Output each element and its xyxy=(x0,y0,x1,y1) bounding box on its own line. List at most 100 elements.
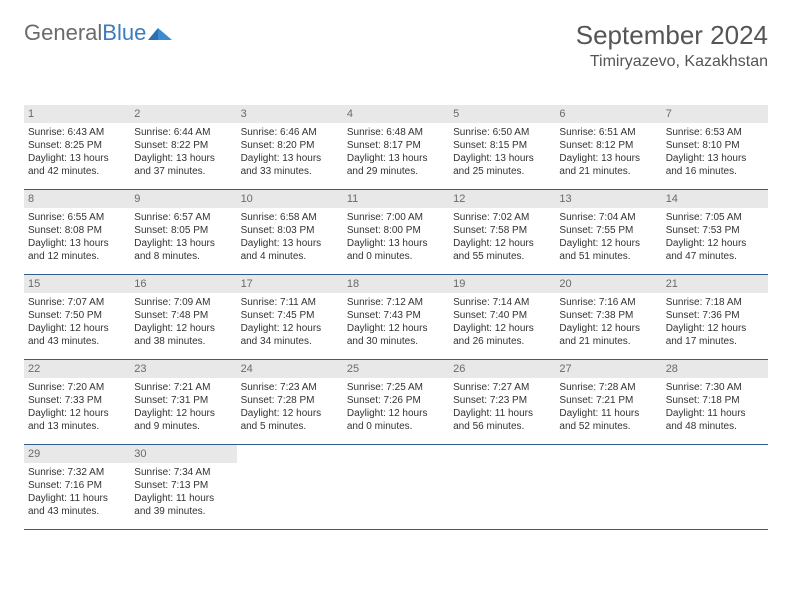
day-sunrise: Sunrise: 7:07 AM xyxy=(28,296,126,309)
day-day1: Daylight: 12 hours xyxy=(241,322,339,335)
day-cell: 20Sunrise: 7:16 AMSunset: 7:38 PMDayligh… xyxy=(555,275,661,359)
day-sunrise: Sunrise: 6:48 AM xyxy=(347,126,445,139)
day-sunrise: Sunrise: 7:02 AM xyxy=(453,211,551,224)
day-cell: 14Sunrise: 7:05 AMSunset: 7:53 PMDayligh… xyxy=(662,190,768,274)
weekday-monday: Monday xyxy=(130,83,236,105)
day-body: Sunrise: 6:44 AMSunset: 8:22 PMDaylight:… xyxy=(130,123,236,182)
day-day1: Daylight: 11 hours xyxy=(28,492,126,505)
day-day1: Daylight: 12 hours xyxy=(559,322,657,335)
day-number: 19 xyxy=(449,275,555,293)
day-sunrise: Sunrise: 7:11 AM xyxy=(241,296,339,309)
day-cell xyxy=(662,445,768,529)
day-sunset: Sunset: 7:21 PM xyxy=(559,394,657,407)
day-body: Sunrise: 7:11 AMSunset: 7:45 PMDaylight:… xyxy=(237,293,343,352)
week-row: 22Sunrise: 7:20 AMSunset: 7:33 PMDayligh… xyxy=(24,360,768,445)
day-cell xyxy=(237,445,343,529)
day-day2: and 5 minutes. xyxy=(241,420,339,433)
day-day2: and 21 minutes. xyxy=(559,335,657,348)
day-cell: 12Sunrise: 7:02 AMSunset: 7:58 PMDayligh… xyxy=(449,190,555,274)
day-cell: 16Sunrise: 7:09 AMSunset: 7:48 PMDayligh… xyxy=(130,275,236,359)
day-day1: Daylight: 13 hours xyxy=(241,152,339,165)
day-day1: Daylight: 13 hours xyxy=(453,152,551,165)
day-body: Sunrise: 7:05 AMSunset: 7:53 PMDaylight:… xyxy=(662,208,768,267)
day-cell: 19Sunrise: 7:14 AMSunset: 7:40 PMDayligh… xyxy=(449,275,555,359)
day-cell: 22Sunrise: 7:20 AMSunset: 7:33 PMDayligh… xyxy=(24,360,130,444)
day-number: 17 xyxy=(237,275,343,293)
day-sunset: Sunset: 7:48 PM xyxy=(134,309,232,322)
day-day2: and 21 minutes. xyxy=(559,165,657,178)
day-number: 11 xyxy=(343,190,449,208)
day-cell: 26Sunrise: 7:27 AMSunset: 7:23 PMDayligh… xyxy=(449,360,555,444)
day-day2: and 30 minutes. xyxy=(347,335,445,348)
day-sunrise: Sunrise: 7:25 AM xyxy=(347,381,445,394)
day-sunrise: Sunrise: 7:04 AM xyxy=(559,211,657,224)
day-day2: and 47 minutes. xyxy=(666,250,764,263)
day-cell: 9Sunrise: 6:57 AMSunset: 8:05 PMDaylight… xyxy=(130,190,236,274)
day-cell: 11Sunrise: 7:00 AMSunset: 8:00 PMDayligh… xyxy=(343,190,449,274)
day-body: Sunrise: 6:58 AMSunset: 8:03 PMDaylight:… xyxy=(237,208,343,267)
day-day1: Daylight: 11 hours xyxy=(666,407,764,420)
day-cell: 27Sunrise: 7:28 AMSunset: 7:21 PMDayligh… xyxy=(555,360,661,444)
day-cell: 4Sunrise: 6:48 AMSunset: 8:17 PMDaylight… xyxy=(343,105,449,189)
day-number: 27 xyxy=(555,360,661,378)
day-day2: and 37 minutes. xyxy=(134,165,232,178)
day-sunset: Sunset: 8:22 PM xyxy=(134,139,232,152)
day-body: Sunrise: 6:53 AMSunset: 8:10 PMDaylight:… xyxy=(662,123,768,182)
day-cell: 7Sunrise: 6:53 AMSunset: 8:10 PMDaylight… xyxy=(662,105,768,189)
calendar: Sunday Monday Tuesday Wednesday Thursday… xyxy=(24,83,768,530)
day-sunrise: Sunrise: 7:05 AM xyxy=(666,211,764,224)
day-sunset: Sunset: 7:45 PM xyxy=(241,309,339,322)
day-day2: and 48 minutes. xyxy=(666,420,764,433)
day-body: Sunrise: 6:55 AMSunset: 8:08 PMDaylight:… xyxy=(24,208,130,267)
day-cell: 10Sunrise: 6:58 AMSunset: 8:03 PMDayligh… xyxy=(237,190,343,274)
day-number: 4 xyxy=(343,105,449,123)
day-number: 5 xyxy=(449,105,555,123)
day-day1: Daylight: 12 hours xyxy=(134,322,232,335)
day-day2: and 29 minutes. xyxy=(347,165,445,178)
day-sunrise: Sunrise: 7:12 AM xyxy=(347,296,445,309)
day-sunset: Sunset: 7:23 PM xyxy=(453,394,551,407)
day-day2: and 0 minutes. xyxy=(347,420,445,433)
day-body: Sunrise: 7:18 AMSunset: 7:36 PMDaylight:… xyxy=(662,293,768,352)
day-day2: and 4 minutes. xyxy=(241,250,339,263)
day-day2: and 25 minutes. xyxy=(453,165,551,178)
week-row: 1Sunrise: 6:43 AMSunset: 8:25 PMDaylight… xyxy=(24,105,768,190)
day-cell: 6Sunrise: 6:51 AMSunset: 8:12 PMDaylight… xyxy=(555,105,661,189)
day-day1: Daylight: 12 hours xyxy=(666,237,764,250)
day-number: 14 xyxy=(662,190,768,208)
day-sunset: Sunset: 7:58 PM xyxy=(453,224,551,237)
day-body: Sunrise: 7:16 AMSunset: 7:38 PMDaylight:… xyxy=(555,293,661,352)
day-day1: Daylight: 12 hours xyxy=(347,407,445,420)
day-body: Sunrise: 7:00 AMSunset: 8:00 PMDaylight:… xyxy=(343,208,449,267)
day-sunrise: Sunrise: 7:27 AM xyxy=(453,381,551,394)
day-sunrise: Sunrise: 7:28 AM xyxy=(559,381,657,394)
day-day1: Daylight: 12 hours xyxy=(559,237,657,250)
day-cell: 18Sunrise: 7:12 AMSunset: 7:43 PMDayligh… xyxy=(343,275,449,359)
day-cell: 25Sunrise: 7:25 AMSunset: 7:26 PMDayligh… xyxy=(343,360,449,444)
day-number: 6 xyxy=(555,105,661,123)
page-header: GeneralBlue September 2024 Timiryazevo, … xyxy=(24,20,768,71)
day-day1: Daylight: 12 hours xyxy=(453,322,551,335)
day-sunset: Sunset: 7:36 PM xyxy=(666,309,764,322)
day-number: 12 xyxy=(449,190,555,208)
day-sunset: Sunset: 8:20 PM xyxy=(241,139,339,152)
day-number: 28 xyxy=(662,360,768,378)
day-day2: and 42 minutes. xyxy=(28,165,126,178)
day-cell: 13Sunrise: 7:04 AMSunset: 7:55 PMDayligh… xyxy=(555,190,661,274)
day-day2: and 13 minutes. xyxy=(28,420,126,433)
day-sunset: Sunset: 7:28 PM xyxy=(241,394,339,407)
day-sunset: Sunset: 7:50 PM xyxy=(28,309,126,322)
day-sunset: Sunset: 8:03 PM xyxy=(241,224,339,237)
day-sunrise: Sunrise: 7:20 AM xyxy=(28,381,126,394)
day-body: Sunrise: 6:57 AMSunset: 8:05 PMDaylight:… xyxy=(130,208,236,267)
day-body: Sunrise: 7:23 AMSunset: 7:28 PMDaylight:… xyxy=(237,378,343,437)
day-number: 25 xyxy=(343,360,449,378)
title-block: September 2024 Timiryazevo, Kazakhstan xyxy=(576,20,768,71)
day-day2: and 16 minutes. xyxy=(666,165,764,178)
day-cell xyxy=(449,445,555,529)
brand-logo: GeneralBlue xyxy=(24,20,174,46)
logo-flag-icon xyxy=(148,24,174,42)
day-cell xyxy=(555,445,661,529)
day-day1: Daylight: 13 hours xyxy=(666,152,764,165)
day-cell: 24Sunrise: 7:23 AMSunset: 7:28 PMDayligh… xyxy=(237,360,343,444)
